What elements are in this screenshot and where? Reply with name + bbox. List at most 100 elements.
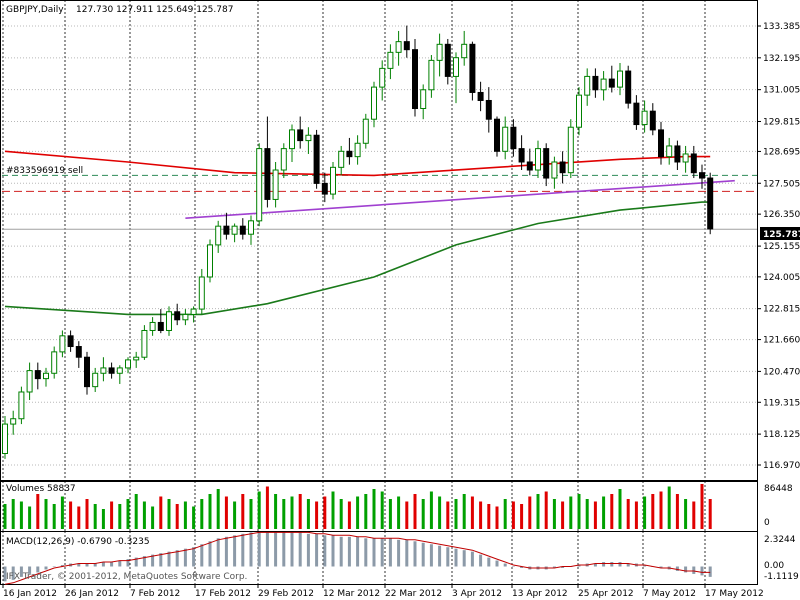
- candle-body: [305, 134, 312, 142]
- candle: [43, 367, 49, 387]
- volume-bar: [503, 499, 507, 529]
- volume-bar: [315, 501, 319, 529]
- macd-bar: [142, 556, 146, 567]
- price-tick-label: 125.155: [763, 242, 800, 252]
- candle-body: [641, 110, 648, 126]
- volume-bar: [110, 501, 114, 529]
- macd-bar: [429, 544, 433, 567]
- candle: [34, 362, 41, 390]
- volume-bar: [618, 489, 622, 529]
- candle-body: [264, 148, 271, 200]
- candle: [125, 357, 131, 374]
- date-tick-label: 13 Apr 2012: [512, 589, 568, 599]
- volume-bars: [3, 484, 712, 529]
- macd-bar: [126, 559, 130, 567]
- price-tick-label: 124.005: [763, 273, 800, 283]
- macd-bar: [577, 565, 581, 567]
- volume-bar: [569, 496, 573, 529]
- date-tick-label: 17 May 2012: [705, 589, 764, 599]
- candle: [576, 87, 582, 136]
- macd-bar: [159, 553, 163, 567]
- macd-bar: [110, 562, 114, 567]
- volume-bar: [208, 494, 212, 529]
- volume-bar: [643, 496, 647, 529]
- volume-bar: [216, 489, 220, 529]
- symbol-label: GBPJPY,Daily: [6, 5, 64, 15]
- volume-bar: [323, 496, 327, 529]
- candle-body: [297, 129, 304, 142]
- volume-bar: [585, 499, 589, 529]
- volume-bar: [454, 499, 458, 529]
- candle-body: [174, 311, 181, 321]
- price-axis: 133.385 132.195 131.005 129.815 128.695 127.5…: [757, 22, 800, 471]
- candle-body: [551, 161, 558, 179]
- date-tick-label: 3 Apr 2012: [452, 589, 502, 599]
- candle: [2, 416, 8, 459]
- date-tick-label: 16 Jan 2012: [3, 589, 57, 599]
- date-tick-label: 17 Feb 2012: [195, 589, 251, 599]
- candle-body: [674, 145, 681, 163]
- candle: [362, 113, 369, 149]
- macd-bar: [208, 541, 212, 567]
- candle-body: [100, 367, 107, 374]
- candle-body: [690, 153, 697, 174]
- macd-bar: [503, 563, 507, 567]
- volume-bar: [126, 499, 130, 529]
- candle-body: [330, 166, 336, 195]
- candle: [526, 148, 533, 176]
- candles[interactable]: [2, 25, 714, 459]
- volume-bar: [684, 499, 688, 529]
- macd-bar: [413, 541, 417, 567]
- candle: [469, 41, 476, 101]
- candle: [412, 38, 418, 117]
- candle: [174, 303, 181, 326]
- candle: [256, 143, 263, 227]
- candle: [625, 65, 632, 109]
- macd-bar: [618, 562, 622, 567]
- candle: [116, 365, 123, 384]
- macd-bar: [85, 563, 89, 567]
- macd-bar: [175, 550, 179, 567]
- candle: [149, 317, 156, 336]
- macd-bar: [593, 563, 597, 567]
- volume-bar: [19, 501, 23, 529]
- time-axis: 16 Jan 2012 26 Jan 2012 7 Feb 2012 17 Feb 2…: [2, 584, 764, 599]
- volume-bar: [233, 501, 237, 529]
- order-label[interactable]: #833596919 sell: [6, 166, 83, 176]
- macd-bar: [257, 532, 261, 567]
- candle: [305, 127, 312, 154]
- volume-bar: [602, 496, 606, 529]
- macd-tick-zero: 0.00: [764, 561, 784, 571]
- candle: [502, 116, 509, 160]
- candle: [75, 341, 82, 368]
- candle: [658, 121, 664, 165]
- macd-bar: [511, 566, 515, 567]
- candle: [551, 156, 558, 189]
- macd-bar: [684, 566, 688, 573]
- candle-body: [559, 161, 566, 174]
- macd-bar: [388, 538, 392, 567]
- macd-bar: [708, 566, 712, 577]
- volume-bar: [552, 499, 556, 529]
- candle-body: [535, 148, 541, 171]
- volume-bar: [405, 501, 409, 529]
- candle: [485, 87, 492, 133]
- candle: [354, 135, 361, 165]
- macd-bar: [405, 539, 409, 567]
- macd-bar: [200, 544, 204, 567]
- candle: [264, 116, 271, 208]
- candle-body: [420, 89, 427, 110]
- macd-signal-line: [4, 531, 711, 585]
- macd-bar: [19, 566, 23, 577]
- candle-body: [617, 70, 623, 88]
- macd-bar: [3, 566, 7, 582]
- macd-bar: [659, 566, 663, 568]
- volume-bar: [487, 504, 491, 529]
- macd-bar: [610, 562, 614, 567]
- candle: [346, 137, 353, 165]
- candle-body: [18, 391, 25, 420]
- volume-bar: [175, 504, 179, 529]
- volume-bar: [28, 506, 32, 529]
- candle: [444, 38, 451, 85]
